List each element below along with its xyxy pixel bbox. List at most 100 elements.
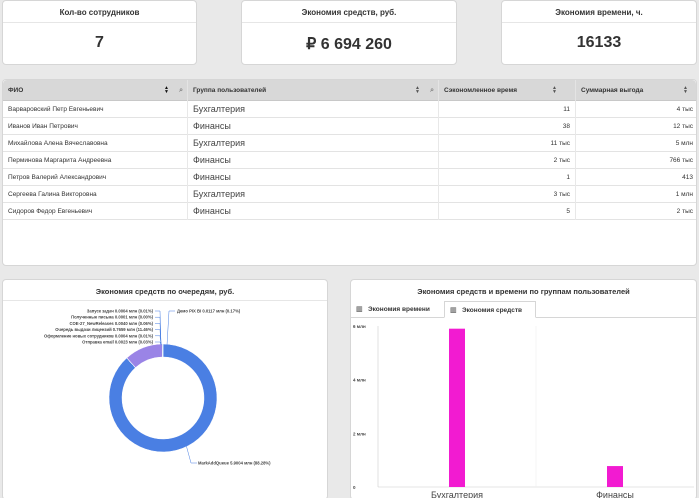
kpi-savings-value: ₽ 6 694 260 [306, 36, 392, 53]
cell-group: Финансы [188, 203, 439, 220]
label-leader-line [184, 440, 197, 464]
bar-chart-panel: Экономия средств и времени по группам по… [350, 279, 697, 498]
cell-time: 2 тыс [439, 152, 576, 169]
bar[interactable] [449, 328, 465, 487]
x-tick-label: Бухгалтерия [431, 490, 483, 498]
pie-slice-label: Полученные письма 0.0001 млн (0.00%) [71, 315, 154, 320]
label-leader-line [155, 341, 162, 346]
column-header-label: Суммарная выгода [581, 87, 644, 94]
pie-slice-label: Очередь выдачи лицензий 0.7659 млн (11.4… [55, 327, 153, 332]
table-row[interactable]: Сергеева Галина Викторовна Бухгалтерия 3 т… [3, 186, 696, 203]
tab-time-savings[interactable]: ▥ Экономия времени [351, 301, 442, 318]
cell-benefit: 2 тыс [676, 208, 693, 215]
pie-slice[interactable] [108, 343, 218, 453]
sort-icon[interactable]: ▲ ▼ [164, 85, 169, 95]
column-header-benefit[interactable]: Суммарная выгода ▲ ▼ [576, 80, 698, 101]
bar-chart-icon: ▥ [356, 306, 363, 313]
x-tick-label: Финансы [596, 490, 634, 498]
column-header-label: Сэкономленное время [444, 87, 518, 94]
tab-label: Экономия времени [368, 306, 430, 313]
table-row[interactable]: Сидоров Федор Евгеньевич Финансы 5 2 тыс [3, 203, 696, 220]
tab-label: Экономия средств [462, 307, 523, 314]
cell-name: Петров Валерий Александрович [3, 169, 188, 186]
label-leader-line [155, 335, 162, 346]
pie-slice-label: COE-27_NewReleases 0.0040 млн (0.06%) [70, 321, 154, 326]
y-tick-label: 2 млн [353, 431, 366, 436]
filter-icon[interactable]: ⌕ [430, 87, 434, 94]
cell-benefit: 1 млн [675, 191, 693, 198]
cell-name: Сергеева Галина Викторовна [3, 186, 188, 203]
cell-group: Финансы [188, 169, 439, 186]
column-header-time[interactable]: Сэкономленное время ▲ ▼ [439, 80, 576, 101]
bar-chart-icon: ▥ [450, 307, 457, 314]
y-tick-label: 6 млн [353, 324, 366, 329]
kpi-divider [502, 22, 696, 23]
cell-benefit: 12 тыс [673, 123, 693, 130]
cell-time: 11 тыс [439, 135, 576, 152]
cell-benefit: 5 млн [675, 140, 693, 147]
table-row[interactable]: Михайлова Алена Вячеславовна Бухгалтерия 1… [3, 135, 696, 152]
cell-group: Бухгалтерия [188, 186, 439, 203]
pie-slice-label: Демо PIX BI 0.0117 млн (0.17%) [177, 309, 241, 314]
kpi-divider [242, 22, 456, 23]
table-row[interactable]: Петров Валерий Александрович Финансы 1 413 [3, 169, 696, 186]
kpi-time-value: 16133 [576, 34, 622, 51]
cell-time: 1 [439, 169, 576, 186]
cell-time: 3 тыс [439, 186, 576, 203]
kpi-time-title: Экономия времени, ч. [555, 8, 643, 17]
cell-group: Бухгалтерия [188, 135, 439, 152]
sort-icon[interactable]: ▲ ▼ [683, 85, 688, 95]
kpi-savings-card: Экономия средств, руб. ₽ 6 694 260 [241, 0, 457, 65]
cell-benefit: 4 тыс [676, 106, 693, 113]
cell-time: 38 [439, 118, 576, 135]
bar-panel-title: Экономия средств и времени по группам по… [417, 287, 630, 296]
panel-divider [3, 300, 327, 301]
table-row[interactable]: Перминова Маргарита Андреевна Финансы 2 ты… [3, 152, 696, 169]
cell-time: 5 [439, 203, 576, 220]
pie-chart-panel: Экономия средств по очередям, руб. Запус… [2, 279, 328, 498]
filter-icon[interactable]: ⌕ [179, 87, 183, 94]
donut-chart: Запуск задач 0.0004 млн (0.01%)Полученны… [44, 309, 271, 466]
bar-chart: 0 2 млн 4 млн 6 млн Бухгалтерия Финансы [353, 324, 694, 498]
y-tick-label: 4 млн [353, 378, 366, 383]
cell-name: Перминова Маргарита Андреевна [3, 152, 188, 169]
bar[interactable] [607, 466, 623, 487]
sort-icon[interactable]: ▲ ▼ [415, 85, 420, 95]
sort-icon[interactable]: ▲ ▼ [552, 85, 557, 95]
y-tick-label: 0 [353, 485, 356, 490]
kpi-savings-title: Экономия средств, руб. [301, 8, 397, 17]
chart-tabs: ▥ Экономия времени ▥ Экономия средств [351, 301, 696, 318]
table-header: ФИО ▲ ▼ ⌕ Группа пользователей ▲ ▼ ⌕ Сэкон… [3, 80, 696, 101]
pie-slice-label: Запуск задач 0.0004 млн (0.01%) [87, 309, 154, 314]
column-header-group[interactable]: Группа пользователей ▲ ▼ ⌕ [188, 80, 439, 101]
cell-group: Финансы [188, 152, 439, 169]
pie-slice-label: Отправка email 0.0023 млн (0.03%) [82, 340, 153, 345]
pie-slice[interactable] [126, 343, 163, 368]
kpi-employees-title: Кол-во сотрудников [59, 8, 140, 17]
kpi-time-card: Экономия времени, ч. 16133 [501, 0, 697, 65]
column-header-label: Группа пользователей [193, 87, 267, 94]
cell-name: Сидоров Федор Евгеньевич [3, 203, 188, 220]
cell-benefit: 413 [682, 174, 693, 181]
tab-money-savings[interactable]: ▥ Экономия средств [444, 301, 536, 318]
kpi-divider [3, 22, 196, 23]
pie-slice[interactable] [162, 343, 164, 358]
label-leader-line [166, 310, 175, 346]
column-header-name[interactable]: ФИО ▲ ▼ ⌕ [3, 80, 188, 101]
employees-table: ФИО ▲ ▼ ⌕ Группа пользователей ▲ ▼ ⌕ Сэкон… [2, 79, 697, 266]
cell-name: Михайлова Алена Вячеславовна [3, 135, 188, 152]
cell-name: Иванов Иван Петрович [3, 118, 188, 135]
cell-name: Варваровский Петр Евгеньевич [3, 101, 188, 118]
pie-panel-title: Экономия средств по очередям, руб. [95, 287, 235, 296]
column-header-label: ФИО [8, 87, 24, 94]
cell-group: Финансы [188, 118, 439, 135]
pie-slice-label: Оформление новых сотрудников 0.0004 млн … [44, 333, 154, 338]
cell-benefit: 766 тыс [669, 157, 693, 164]
cell-time: 11 [439, 101, 576, 118]
table-row[interactable]: Иванов Иван Петрович Финансы 38 12 тыс [3, 118, 696, 135]
cell-group: Бухгалтерия [188, 101, 439, 118]
kpi-employees-value: 7 [95, 34, 104, 51]
kpi-employees-card: Кол-во сотрудников 7 [2, 0, 197, 65]
pie-slice-label: MarkAddQueue 5.9004 млн (88.28%) [198, 461, 271, 466]
table-row[interactable]: Варваровский Петр Евгеньевич Бухгалтерия 1… [3, 101, 696, 118]
